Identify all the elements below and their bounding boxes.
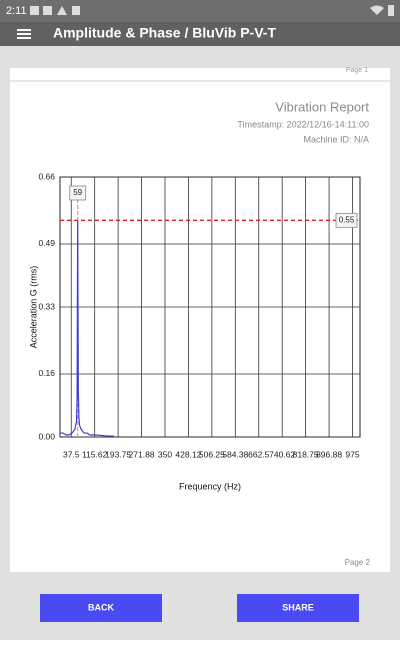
page-label: Page 2 bbox=[345, 558, 371, 567]
y-tick-label: 0.33 bbox=[38, 301, 55, 311]
cursor-tag bbox=[69, 185, 87, 201]
x-tick-label: 193.75 bbox=[105, 449, 131, 459]
app-title: Amplitude & Phase / BluVib P-V-T bbox=[53, 25, 276, 41]
y-tick-label: 0.49 bbox=[38, 238, 55, 248]
x-tick-label: 818.75 bbox=[293, 449, 319, 459]
x-tick-label: 271.88 bbox=[129, 449, 155, 459]
chart: 0.00 0.16 0.33 0.49 0.66 37.5 115.62193.75271.… bbox=[38, 171, 361, 459]
report-machine: Machine ID: N/A bbox=[303, 134, 369, 144]
threshold-tag bbox=[335, 212, 358, 228]
x-tick-label: 350 bbox=[158, 449, 172, 459]
button-label: BACK bbox=[88, 602, 114, 612]
spectrum-line bbox=[60, 220, 115, 437]
report-timestamp: Timestamp: 2022/12/16-14:11:00 bbox=[237, 119, 369, 129]
x-tick-label: 896.88 bbox=[316, 449, 342, 459]
status-icon bbox=[57, 6, 67, 15]
back-button[interactable]: BACK bbox=[40, 594, 162, 622]
y-tick-label: 0.00 bbox=[38, 431, 55, 441]
menu-line bbox=[17, 33, 31, 35]
x-tick-label: 115.62 bbox=[82, 449, 108, 459]
report-title: Vibration Report bbox=[275, 99, 369, 114]
button-bg bbox=[40, 594, 162, 622]
threshold-label: 0.55 bbox=[339, 215, 355, 224]
y-tick-label: 0.16 bbox=[38, 368, 55, 378]
prev-page-label: Page 1 bbox=[346, 67, 368, 74]
menu-line bbox=[17, 29, 31, 31]
menu-line bbox=[17, 37, 31, 39]
x-tick-label: 662.5 bbox=[248, 449, 270, 459]
menu-button[interactable] bbox=[17, 29, 31, 39]
button-bg bbox=[237, 594, 359, 622]
x-tick-label: 37.5 bbox=[63, 449, 80, 459]
x-tick-label: 740.62 bbox=[269, 449, 295, 459]
status-icon bbox=[72, 6, 80, 15]
cursor-label: 59 bbox=[73, 188, 82, 197]
status-icon bbox=[43, 6, 52, 15]
status-icon bbox=[30, 6, 39, 15]
x-tick-label: 428.12 bbox=[175, 449, 201, 459]
wifi-icon bbox=[370, 5, 384, 15]
status-bar bbox=[0, 0, 400, 22]
x-tick-label: 975 bbox=[345, 449, 359, 459]
button-label: SHARE bbox=[282, 602, 314, 612]
x-tick-label: 506.25 bbox=[199, 449, 225, 459]
y-axis-label: Acceleration G (rms) bbox=[28, 266, 38, 349]
app-bar bbox=[0, 22, 400, 46]
share-button[interactable]: SHARE bbox=[237, 594, 359, 622]
x-axis-label: Frequency (Hz) bbox=[179, 481, 241, 491]
x-tick-label: 584.38 bbox=[222, 449, 248, 459]
battery-icon bbox=[388, 5, 394, 16]
status-time: 2:11 bbox=[6, 5, 27, 17]
y-tick-label: 0.66 bbox=[38, 171, 55, 181]
